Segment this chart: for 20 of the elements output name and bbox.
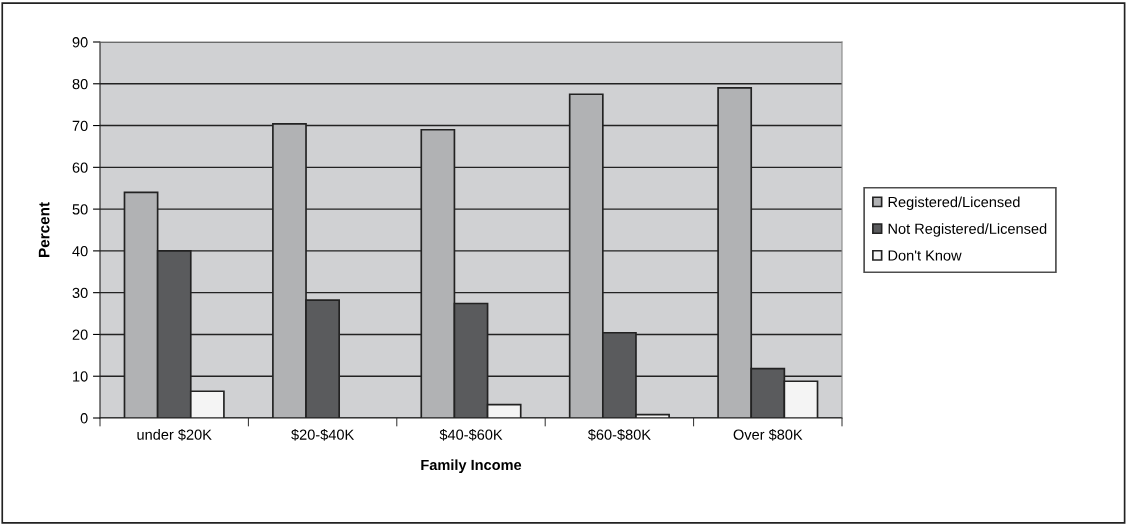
legend-label: Registered/Licensed: [888, 196, 1020, 211]
y-tick-label: 90: [72, 37, 88, 48]
y-tick-label: 60: [72, 162, 88, 173]
legend-label: Don't Know: [888, 250, 962, 261]
y-tick-label: 30: [72, 287, 88, 299]
y-tick-label: 70: [72, 120, 88, 131]
x-tick-label: $60-$80K: [587, 428, 651, 441]
y-tick-label: 50: [72, 204, 88, 215]
x-tick-label: under $20K: [137, 428, 212, 441]
x-tick-label: $40-$60K: [439, 428, 503, 441]
x-tick-label: $20-$40K: [291, 428, 355, 441]
x-tick-label: Over $80K: [733, 428, 803, 441]
y-tick-label: 80: [72, 78, 88, 90]
y-axis-title: Percent: [38, 202, 50, 257]
x-axis-title: Family Income: [421, 459, 522, 473]
legend-label: Not Registered/Licensed: [888, 223, 1047, 237]
y-tick-label: 40: [72, 245, 88, 257]
y-tick-label: 10: [73, 371, 88, 382]
y-tick-label: 0: [80, 413, 88, 424]
y-tick-label: 20: [72, 329, 88, 340]
